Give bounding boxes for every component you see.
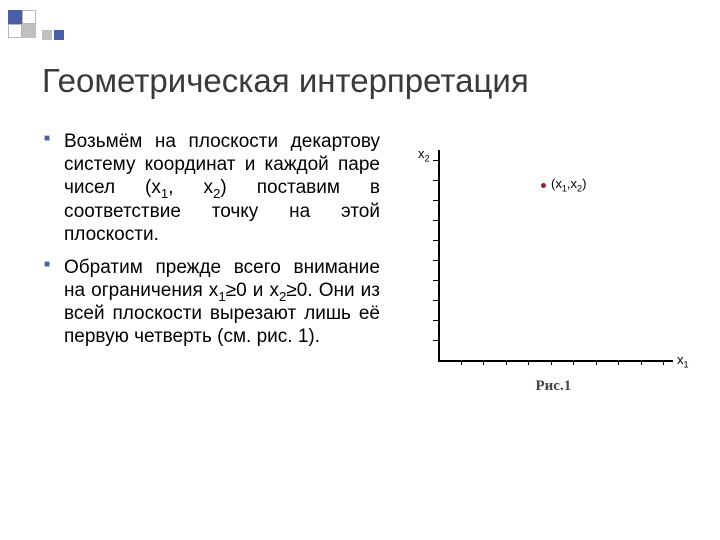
y-tick bbox=[433, 260, 438, 261]
x-tick bbox=[528, 360, 529, 365]
bullet-marker: ■ bbox=[44, 134, 50, 144]
page-title: Геометрическая интерпретация bbox=[42, 62, 529, 100]
figure-1: x2 x1 (x1,x2) Рис.1 bbox=[408, 130, 688, 410]
decor-square bbox=[22, 10, 36, 24]
decor-square bbox=[22, 24, 36, 38]
y-tick bbox=[433, 180, 438, 181]
bullet-marker: ■ bbox=[44, 260, 50, 270]
x-tick bbox=[663, 360, 664, 365]
bullet-item: ■ Обратим прежде всего внимание на ограни… bbox=[44, 256, 380, 349]
bullet-text: Возьмём на плоскости декартову систему к… bbox=[64, 131, 380, 245]
y-tick bbox=[433, 220, 438, 221]
decor-square bbox=[54, 30, 64, 40]
figure-caption: Рис.1 bbox=[536, 378, 572, 395]
y-tick bbox=[433, 240, 438, 241]
x-tick bbox=[551, 360, 552, 365]
decor-square bbox=[8, 24, 22, 38]
x-tick bbox=[618, 360, 619, 365]
x-tick bbox=[506, 360, 507, 365]
y-tick bbox=[433, 300, 438, 301]
x-tick bbox=[641, 360, 642, 365]
y-axis bbox=[438, 150, 440, 360]
y-tick bbox=[433, 160, 438, 161]
x-axis-label: x1 bbox=[677, 352, 689, 367]
decor-square bbox=[8, 10, 22, 24]
x-tick bbox=[596, 360, 597, 365]
y-tick bbox=[433, 320, 438, 321]
data-point bbox=[541, 183, 546, 188]
data-point-label: (x1,x2) bbox=[551, 176, 586, 191]
y-tick bbox=[433, 280, 438, 281]
decor-square bbox=[42, 30, 52, 40]
body-text: ■ Возьмём на плоскости декартову систему … bbox=[44, 130, 380, 359]
x-tick bbox=[573, 360, 574, 365]
x-tick bbox=[461, 360, 462, 365]
bullet-item: ■ Возьмём на плоскости декартову систему … bbox=[44, 130, 380, 246]
y-tick bbox=[433, 340, 438, 341]
x-axis bbox=[438, 360, 673, 362]
y-axis-label: x2 bbox=[418, 146, 430, 161]
y-tick bbox=[433, 200, 438, 201]
x-tick bbox=[483, 360, 484, 365]
bullet-text: Обратим прежде всего внимание на огранич… bbox=[64, 257, 380, 348]
